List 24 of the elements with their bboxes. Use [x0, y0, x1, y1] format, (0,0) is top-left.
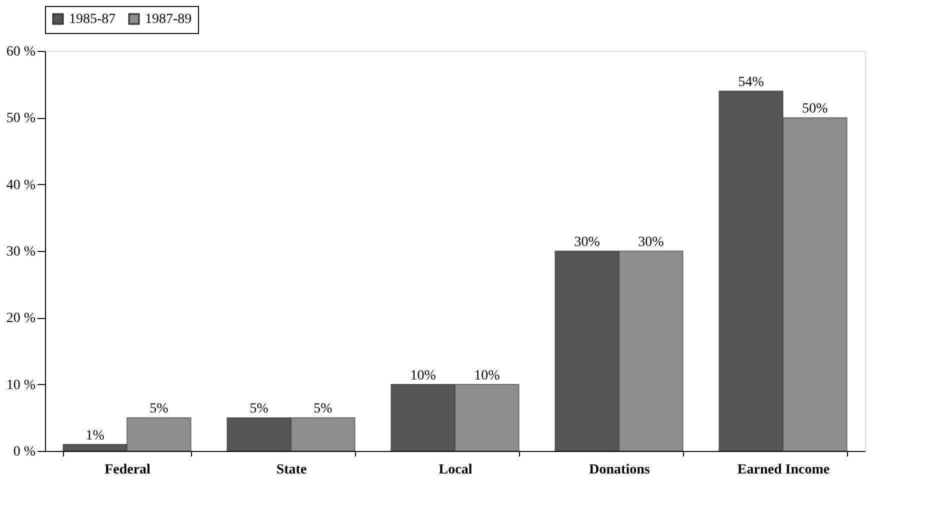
y-tick-label: 30 % [6, 244, 36, 260]
x-tick-label: Earned Income [737, 462, 830, 478]
y-tick-label: 40 % [6, 178, 36, 193]
legend-label: 1987-89 [145, 12, 192, 27]
data-label: 54% [738, 75, 764, 90]
data-label: 50% [802, 102, 828, 117]
data-label: 1% [86, 428, 105, 444]
x-tick-label: State [276, 462, 307, 478]
y-tick-label: 20 % [6, 311, 36, 326]
data-label: 10% [410, 368, 436, 384]
data-label: 30% [574, 235, 600, 250]
x-tick-label: Federal [104, 462, 151, 478]
data-label: 10% [474, 368, 500, 384]
x-tick-label: Local [438, 462, 472, 478]
y-tick-label: 10 % [6, 378, 36, 393]
data-label: 5% [250, 402, 269, 417]
data-label: 5% [150, 402, 169, 417]
data-label: 30% [638, 235, 664, 250]
y-tick-label: 0 % [13, 444, 36, 460]
legend-label: 1985-87 [69, 12, 116, 27]
y-tick-label: 60 % [6, 44, 36, 60]
data-label: 5% [314, 402, 333, 417]
x-tick-label: Donations [589, 462, 650, 478]
y-tick-label: 50 % [6, 111, 36, 126]
